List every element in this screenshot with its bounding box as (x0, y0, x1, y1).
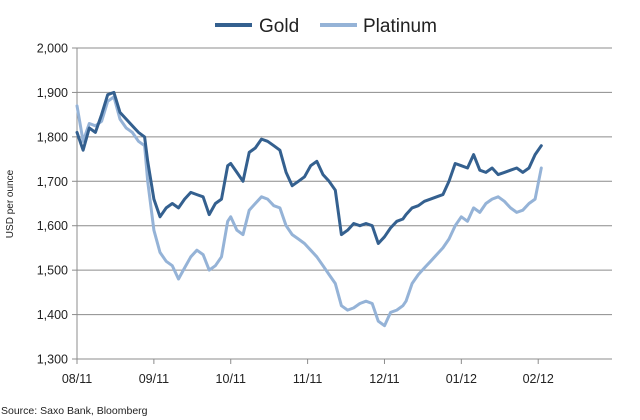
series-line-gold (75, 90, 543, 245)
x-tick-label: 01/12 (446, 372, 477, 386)
series (75, 90, 543, 328)
legend-label-gold: Gold (259, 16, 299, 37)
y-axis-title: USD per ounce (5, 169, 16, 238)
legend-label-platinum: Platinum (363, 16, 437, 37)
y-tick-label: 1,400 (37, 308, 68, 322)
gridlines (77, 47, 612, 316)
y-tick-label: 1,500 (37, 264, 68, 278)
y-tick-label: 1,800 (37, 130, 68, 144)
y-tick-label: 1,300 (37, 353, 68, 367)
y-tick-labels: 1,300 1,400 1,500 1,600 1,700 1,800 1,900 2,000 (37, 42, 68, 367)
y-tick-label: 1,700 (37, 175, 68, 189)
y-tick-label: 1,600 (37, 219, 68, 233)
series-line-platinum (75, 95, 543, 328)
x-tick-label: 11/11 (293, 372, 322, 386)
y-tick-label: 2,000 (37, 42, 68, 56)
y-tick-label: 1,900 (37, 86, 68, 100)
x-tick-labels: 08/11 09/11 10/11 11/11 12/11 01/12 02/12 (62, 372, 554, 386)
x-tick-label: 02/12 (523, 372, 554, 386)
axes (72, 47, 612, 364)
legend: Gold Platinum (215, 16, 437, 37)
x-tick-label: 10/11 (216, 372, 246, 386)
x-tick-label: 09/11 (139, 372, 169, 386)
x-tick-label: 12/11 (369, 372, 399, 386)
x-tick-label: 08/11 (62, 372, 92, 386)
source-note: Source: Saxo Bank, Bloomberg (1, 405, 148, 417)
